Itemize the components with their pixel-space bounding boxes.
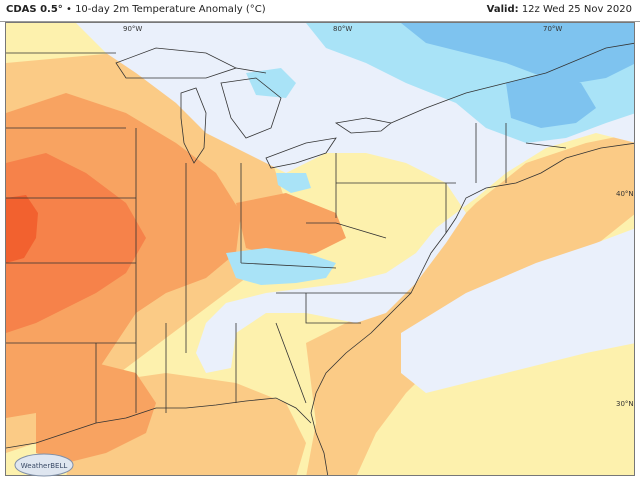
gulf-coastline (6, 397, 312, 449)
weatherbell-logo: WeatherBELL (14, 453, 74, 477)
us-canada-border (6, 42, 634, 124)
lake-michigan (180, 87, 207, 164)
map-header: CDAS 0.5° • 10-day 2m Temperature Anomal… (0, 0, 640, 22)
product-title: 10-day 2m Temperature Anomaly (°C) (75, 4, 266, 15)
anomaly-field-cool-cyan-great-lakes (246, 68, 296, 98)
lake-erie (265, 137, 337, 169)
logo-text: WeatherBELL (21, 462, 68, 470)
map-title: CDAS 0.5° • 10-day 2m Temperature Anomal… (6, 4, 266, 15)
valid-label: Valid: (486, 4, 519, 15)
title-separator: • (65, 4, 72, 15)
atlantic-coastline (310, 142, 634, 475)
model-name: CDAS 0.5° (6, 4, 63, 15)
anomaly-field-cool-cyan-ohio (276, 173, 311, 193)
lat-label-30n: 30°N (616, 400, 634, 408)
coastlines-borders (6, 42, 634, 475)
valid-time-value: 12z Wed 25 Nov 2020 (521, 4, 632, 15)
anomaly-field-cool-blue-newengland (506, 73, 596, 128)
temperature-anomaly-map: 90°W 80°W 70°W 40°N 30°N (6, 23, 634, 475)
anomaly-field-cool-light-atlantic (401, 228, 634, 393)
lat-label-40n: 40°N (616, 190, 634, 198)
map-panel[interactable]: 90°W 80°W 70°W 40°N 30°N (5, 22, 635, 476)
anomaly-field-orange-ohio (236, 193, 346, 258)
lake-huron (220, 77, 282, 139)
lon-label-90w: 90°W (123, 25, 142, 33)
lon-label-70w: 70°W (543, 25, 562, 33)
lon-label-80w: 80°W (333, 25, 352, 33)
lake-ontario (334, 117, 392, 134)
anomaly-field-red (6, 195, 38, 263)
valid-time: Valid: 12z Wed 25 Nov 2020 (487, 4, 632, 15)
lake-superior (115, 47, 238, 79)
anomaly-field-cool-cyan-appalachia (226, 248, 336, 285)
state-lines (6, 123, 567, 423)
anomaly-field-cool-blue (401, 23, 634, 83)
